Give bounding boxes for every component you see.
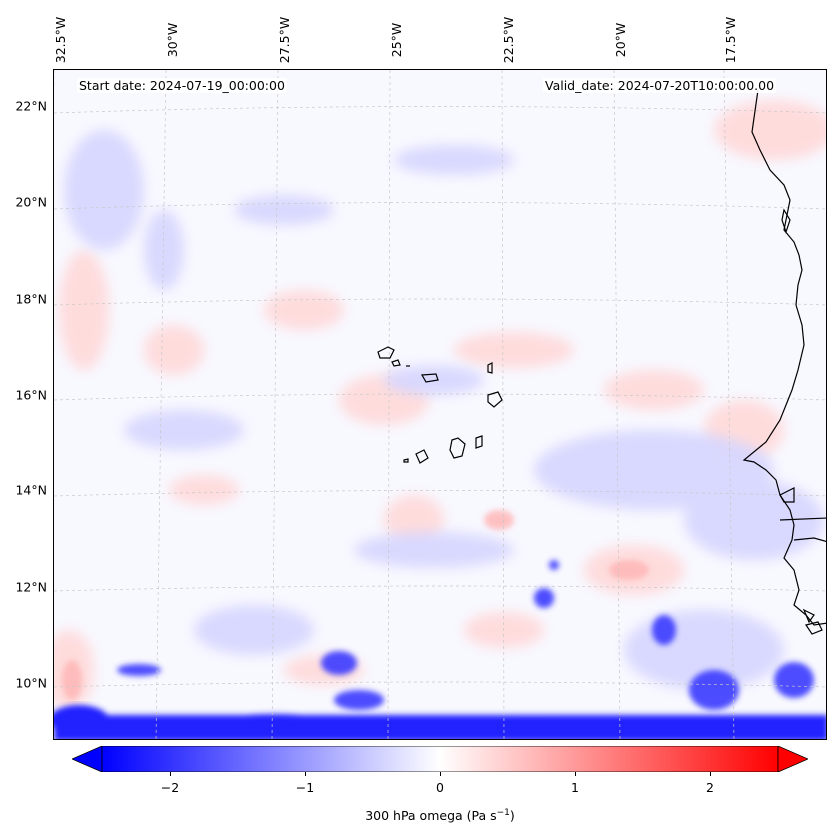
map-canvas: [54, 70, 826, 739]
lon-label-27-5w: 27.5°W: [276, 16, 292, 64]
colorbar-tickmark-neg1: [305, 772, 306, 776]
lon-label-20w: 20°W: [612, 22, 628, 58]
lat-label-18n: 18°N: [15, 291, 47, 307]
negative-omega-regions: [64, 130, 824, 690]
colorbar-tick-0: 0: [436, 780, 444, 795]
omega-map: [53, 69, 827, 740]
colorbar-tickmark-0: [440, 772, 441, 776]
lat-label-14n: 14°N: [15, 482, 47, 498]
lat-label-20n: 20°N: [15, 194, 47, 210]
africa-coastline: [742, 89, 826, 626]
colorbar-tickmark-1: [575, 772, 576, 776]
valid-date-label: Valid_date: 2024-07-20T10:00:00.00: [543, 78, 777, 93]
colorbar-tick-neg1: −1: [295, 780, 315, 795]
lat-label-22n: 22°N: [15, 98, 47, 114]
lat-label-10n: 10°N: [15, 675, 47, 691]
colorbar-min-extension: [70, 745, 103, 773]
cape-verde-islands: [377, 346, 503, 464]
lon-label-17-5w: 17.5°W: [722, 16, 738, 64]
colorbar: [70, 745, 810, 773]
colorbar-label: 300 hPa omega (Pa s−1): [365, 808, 515, 824]
lat-label-12n: 12°N: [15, 579, 47, 595]
lon-label-22-5w: 22.5°W: [500, 16, 516, 64]
lon-label-30w: 30°W: [164, 22, 180, 58]
colorbar-tick-neg2: −2: [160, 780, 180, 795]
colorbar-svg: [70, 745, 810, 773]
lon-label-25w: 25°W: [388, 22, 404, 58]
start-date-label: Start date: 2024-07-19_00:00:00: [77, 78, 287, 93]
graticule: [54, 70, 826, 739]
colorbar-max-extension: [777, 745, 810, 773]
colorbar-tickmark-2: [710, 772, 711, 776]
colorbar-tick-1: 1: [571, 780, 579, 795]
lon-label-32-5w: 32.5°W: [52, 16, 68, 64]
colorbar-tickmark-neg2: [170, 772, 171, 776]
colorbar-tick-2: 2: [706, 780, 714, 795]
lat-label-16n: 16°N: [15, 387, 47, 403]
strong-ascent-regions: [117, 560, 814, 710]
coastlines: [377, 89, 826, 635]
positive-omega-regions: [54, 100, 826, 710]
colorbar-gradient: [101, 745, 779, 773]
